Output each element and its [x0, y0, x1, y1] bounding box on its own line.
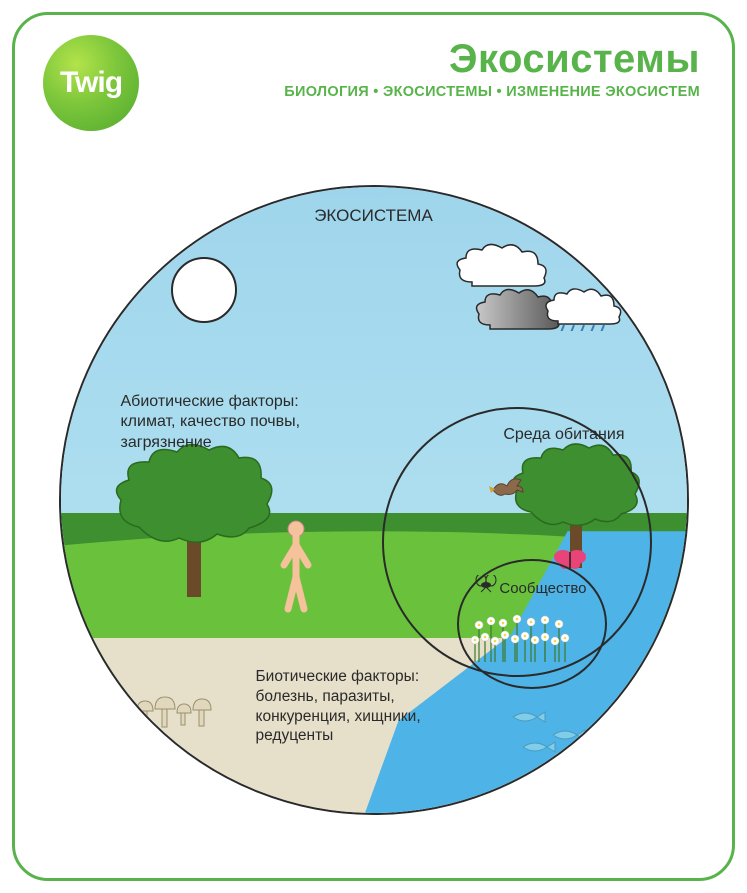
brand-logo: Twig: [43, 35, 139, 131]
fish-icon: [507, 705, 602, 760]
butterfly-icon: [553, 549, 587, 571]
cloud-white2-icon: [542, 287, 627, 331]
bird-icon: [487, 472, 527, 502]
infographic-frame: Twig Экосистемы БИОЛОГИЯ • ЭКОСИСТЕМЫ • …: [12, 12, 735, 881]
ecosystem-diagram: ЭКОСИСТЕМА Абиотические факторы: климат,…: [59, 185, 689, 815]
brand-logo-text: Twig: [60, 66, 122, 100]
flowers-icon: [467, 607, 577, 662]
human-icon: [276, 519, 316, 614]
page-title: Экосистемы: [284, 37, 700, 82]
community-label: Сообщество: [499, 579, 586, 598]
biotic-label: Биотические факторы: болезнь, паразиты, …: [256, 667, 466, 746]
abiotic-label: Абиотические факторы: климат, качество п…: [121, 392, 341, 453]
page-subtitle: БИОЛОГИЯ • ЭКОСИСТЕМЫ • ИЗМЕНЕНИЕ ЭКОСИС…: [284, 84, 700, 100]
mushrooms-icon: [131, 687, 221, 732]
habitat-label: Среда обитания: [503, 425, 624, 445]
insect-icon: [475, 575, 497, 593]
tree-left-icon: [109, 442, 279, 602]
sun-icon: [171, 257, 237, 323]
header: Экосистемы БИОЛОГИЯ • ЭКОСИСТЕМЫ • ИЗМЕН…: [284, 37, 700, 100]
ecosystem-label: ЭКОСИСТЕМА: [314, 205, 433, 227]
ecosystem-circle: ЭКОСИСТЕМА Абиотические факторы: климат,…: [59, 185, 689, 815]
